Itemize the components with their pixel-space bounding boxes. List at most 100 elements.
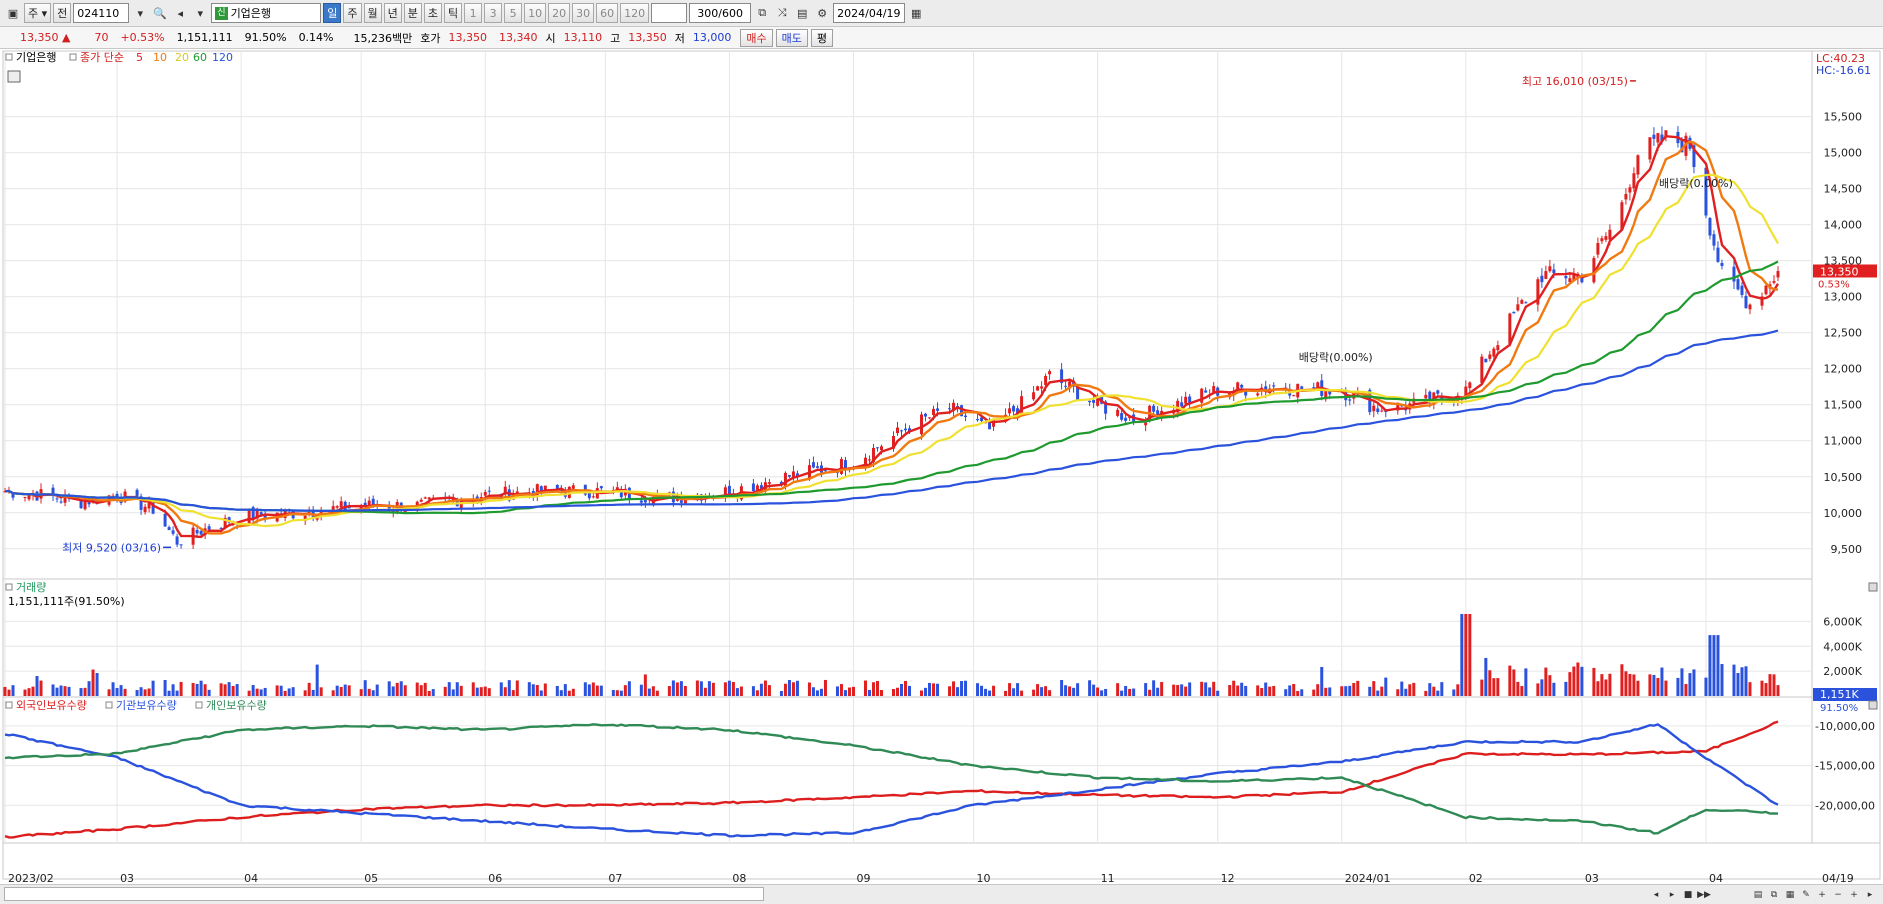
chart-tools-icon[interactable] [7, 70, 21, 83]
volume-bar [1068, 686, 1072, 696]
candle-body [587, 492, 591, 499]
candle-body [1292, 395, 1296, 397]
candle-body [219, 527, 223, 529]
buy-button[interactable]: 매수 [740, 28, 773, 47]
zoom-out-icon[interactable]: − [1834, 889, 1842, 900]
interval-20-button[interactable]: 20 [548, 3, 571, 23]
layout-icon[interactable]: ▤ [1753, 889, 1763, 900]
candle-body [263, 514, 267, 519]
volume-panel-close-icon[interactable] [1868, 582, 1878, 592]
period-second-button[interactable]: 초 [423, 3, 443, 23]
count-input[interactable]: 300/600 [689, 3, 752, 23]
crosshair-icon[interactable]: + [1818, 889, 1826, 900]
volume-bar [167, 690, 171, 696]
volume-bar [1012, 688, 1016, 696]
volume-bar [415, 682, 419, 696]
price-tick-label: 13,000 [1824, 291, 1863, 304]
volume-bar [1184, 686, 1188, 696]
candle-body [1428, 391, 1432, 404]
save-icon[interactable]: ▤ [796, 6, 808, 20]
copy-icon[interactable]: ⧉ [1770, 889, 1778, 900]
mode-select[interactable]: 전 [53, 3, 72, 23]
trade-amount: 15,236백만 [353, 31, 413, 45]
horizontal-scrollbar[interactable] [4, 887, 764, 901]
chart-area[interactable]: 9,500 10,000 10,500 11,000 11,500 12,000 12,50… [0, 49, 1883, 884]
window-menu-icon[interactable]: ▣ [7, 6, 19, 20]
candle-body [1596, 243, 1600, 255]
search-icon[interactable]: 🔍 [153, 6, 168, 20]
volume-subtitle: 1,151,111주(91.50%) [8, 595, 125, 608]
x-axis-area [2, 842, 1881, 880]
draw-icon[interactable]: ✎ [1802, 889, 1810, 900]
speaker-icon[interactable]: ◂ [177, 6, 184, 20]
speaker-dropdown-icon[interactable]: ▾ [197, 6, 204, 20]
candle-body [335, 506, 339, 508]
candle-body [259, 512, 263, 516]
sell-button[interactable]: 매도 [775, 28, 808, 47]
holdings-panel-close-icon[interactable] [1868, 700, 1878, 710]
volume-bars [3, 613, 1780, 696]
indicator-icon[interactable]: ⤨ [777, 6, 787, 19]
zoom-in-icon[interactable]: + [1850, 889, 1858, 900]
volume-bar [1256, 685, 1260, 696]
volume-bar [1744, 666, 1748, 696]
expand-icon[interactable]: ▸ [1867, 889, 1873, 900]
eval-button[interactable]: 평 [810, 28, 833, 47]
interval-custom-input[interactable] [651, 3, 688, 23]
fast-forward-icon[interactable]: ▶▶ [1697, 889, 1711, 900]
interval-1-button[interactable]: 1 [464, 3, 483, 23]
interval-10-button[interactable]: 10 [524, 3, 547, 23]
candle-body [1088, 400, 1092, 403]
period-week-button[interactable]: 주 [343, 3, 362, 23]
volume-bar [1116, 683, 1120, 696]
volume-bar [980, 685, 984, 696]
period-minute-button[interactable]: 분 [403, 3, 422, 23]
candle-body [1264, 386, 1268, 392]
volume-bar [879, 690, 883, 696]
period-select[interactable]: 주 ▾ [24, 3, 52, 23]
period-tick-button[interactable]: 틱 [444, 3, 463, 23]
candle-body [751, 483, 755, 492]
period-day-button[interactable]: 일 [323, 3, 342, 23]
interval-30-button[interactable]: 30 [572, 3, 595, 23]
volume-bar [936, 683, 940, 696]
volume-bar [1452, 689, 1456, 696]
price-tick-label: 15,000 [1824, 147, 1863, 160]
print-icon[interactable]: ▦ [1785, 889, 1795, 900]
volume-bar [619, 690, 623, 696]
interval-5-button[interactable]: 5 [504, 3, 523, 23]
candle-body [928, 417, 932, 419]
price-tick-label: 11,500 [1824, 399, 1863, 412]
candle-body [483, 492, 487, 496]
period-month-button[interactable]: 월 [363, 3, 382, 23]
interval-120-button[interactable]: 120 [620, 3, 650, 23]
candle-body [1036, 386, 1040, 391]
hc-label: HC:-16.61 [1816, 64, 1871, 77]
candle-body [63, 494, 67, 503]
code-dropdown-icon[interactable]: ▾ [137, 6, 144, 20]
stock-name-field[interactable]: 신 기업은행 [211, 3, 322, 23]
candle-body [55, 498, 59, 500]
candle-body [51, 487, 55, 496]
volume-bar [55, 687, 59, 696]
calendar-icon[interactable]: ▦ [910, 6, 922, 20]
candle-body [1648, 137, 1652, 160]
candle-body [871, 447, 875, 462]
period-year-button[interactable]: 년 [383, 3, 402, 23]
date-input[interactable]: 2024/04/19 [833, 3, 906, 23]
candle-body [1732, 266, 1736, 282]
scroll-next-icon[interactable]: ▸ [1669, 889, 1675, 900]
x-tick-label: 05 [364, 872, 378, 884]
candle-body [839, 459, 843, 474]
scroll-prev-icon[interactable]: ◂ [1653, 889, 1659, 900]
candle-body [1424, 394, 1428, 399]
chart-type-icon[interactable]: ⧉ [758, 6, 767, 19]
stock-code-input[interactable]: 024110 [73, 3, 130, 23]
candle-body [11, 493, 15, 498]
interval-3-button[interactable]: 3 [484, 3, 503, 23]
candle-body [815, 466, 819, 468]
interval-60-button[interactable]: 60 [596, 3, 619, 23]
settings-icon[interactable]: ⚙ [817, 6, 828, 20]
stop-icon[interactable]: ■ [1683, 889, 1693, 900]
candle-body [1328, 390, 1332, 395]
